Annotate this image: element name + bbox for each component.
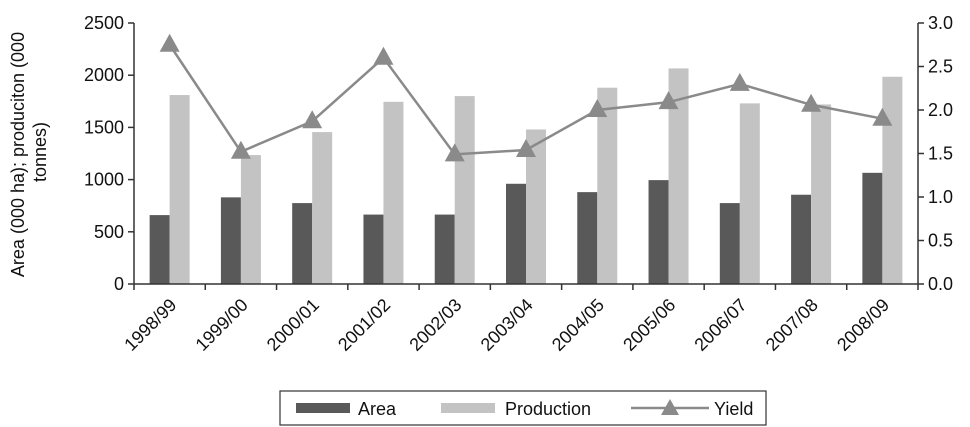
bar-production — [526, 129, 546, 284]
yield-point — [801, 93, 822, 112]
bar-area — [577, 192, 598, 284]
bar-production — [240, 155, 261, 284]
bar-production — [383, 101, 404, 285]
right-tick-label: 2.0 — [928, 100, 953, 120]
yield-point — [159, 33, 180, 52]
bar-area — [791, 194, 812, 284]
x-tick-label: 2008/09 — [833, 295, 893, 355]
bar-production — [597, 87, 618, 284]
y-axis-title: Area (000 ha); produciton (000 tonnes) — [8, 27, 50, 277]
yield-point — [302, 110, 323, 129]
legend-production-swatch — [441, 403, 495, 413]
x-tick-label: 2007/08 — [762, 295, 822, 355]
y-axis-title-line-1: Area (000 ha); produciton (000 — [8, 32, 28, 277]
yield-point — [729, 72, 750, 91]
x-tick-label: 2005/06 — [619, 295, 679, 355]
yield-point — [587, 99, 608, 117]
left-tick-label: 2500 — [84, 13, 124, 33]
yield-point — [516, 139, 536, 158]
legend-yield-marker — [661, 399, 679, 415]
x-tick-label: 1998/99 — [120, 295, 180, 355]
right-tick-label: 1.5 — [928, 144, 953, 164]
bar-area — [648, 180, 669, 284]
bar-production — [454, 96, 475, 284]
y-axis-title-line-2: tonnes) — [30, 122, 50, 182]
bar-area — [149, 215, 170, 284]
left-tick-label: 500 — [94, 222, 124, 242]
left-tick-label: 1500 — [84, 117, 124, 137]
right-tick-label: 0.0 — [928, 274, 953, 294]
x-tick-label: 2001/02 — [334, 295, 394, 355]
x-tick-label: 2000/01 — [263, 295, 323, 355]
bar-production — [882, 76, 903, 285]
right-tick-label: 1.0 — [928, 187, 953, 207]
yield-point — [872, 107, 893, 126]
x-tick-label: 2002/03 — [405, 295, 465, 355]
left-tick-label: 0 — [114, 274, 124, 294]
x-tick-label: 1999/00 — [192, 295, 252, 355]
x-axis-ticks: 1998/99 1999/00 2000/01 2001/02 2002/03 2003/… — [120, 284, 919, 355]
right-axis-ticks: 0.0 0.5 1.0 1.5 2.0 2.5 3.0 — [918, 13, 953, 294]
bar-production — [668, 68, 689, 284]
bar-area — [862, 172, 883, 284]
left-tick-label: 1000 — [84, 170, 124, 190]
bar-production — [312, 132, 333, 284]
bar-production — [811, 104, 832, 284]
right-tick-label: 2.5 — [928, 57, 953, 77]
bar-area — [292, 203, 313, 284]
yield-point — [658, 91, 679, 110]
legend-yield-label: Yield — [714, 399, 753, 419]
bar-area — [719, 203, 740, 284]
left-tick-label: 2000 — [84, 65, 124, 85]
right-tick-label: 0.5 — [928, 231, 953, 251]
x-tick-label: 2004/05 — [548, 295, 608, 355]
x-tick-label: 2006/07 — [690, 295, 750, 355]
yield-point — [230, 140, 251, 159]
right-tick-label: 3.0 — [928, 13, 953, 33]
bars-layer — [149, 68, 903, 285]
yield-point — [444, 143, 465, 162]
yield-line-layer — [159, 33, 893, 162]
bar-area — [363, 214, 384, 284]
bar-area — [220, 197, 241, 284]
legend: Area Production Yield — [279, 390, 767, 426]
legend-area-swatch — [296, 403, 350, 413]
bar-production — [739, 103, 760, 284]
bar-area — [434, 214, 455, 284]
bar-area — [506, 183, 526, 284]
yield-point — [373, 46, 394, 65]
legend-area-label: Area — [358, 399, 397, 419]
legend-production-label: Production — [505, 399, 591, 419]
x-tick-label: 2003/04 — [477, 295, 537, 355]
left-axis-ticks: 0 500 1000 1500 2000 2500 — [84, 13, 134, 294]
bar-production — [169, 95, 190, 284]
